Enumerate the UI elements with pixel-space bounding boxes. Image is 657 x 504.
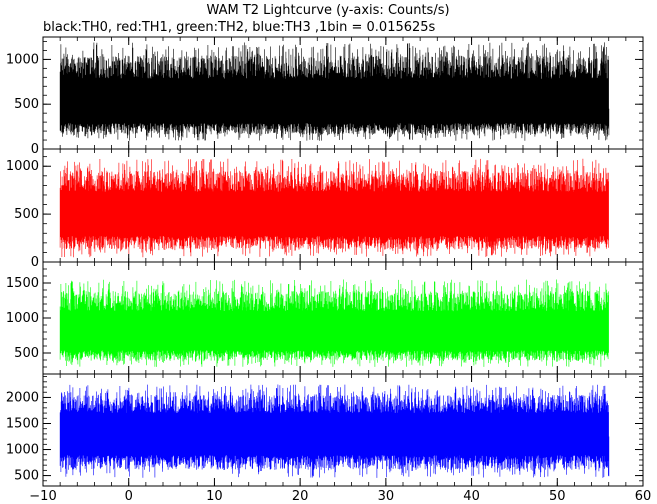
y-tick-label: 500: [14, 469, 39, 484]
lightcurve-th1: [59, 158, 609, 258]
y-tick-label: 0: [31, 255, 39, 270]
y-tick-label: 1000: [6, 311, 39, 326]
panel-th0: 0 500 1000: [6, 36, 644, 157]
x-tick-label: −10: [29, 489, 56, 504]
x-axis: −10 0 10 20 30 40 50 60: [29, 489, 651, 504]
y-tick-label: 1500: [6, 276, 39, 291]
lightcurve-th0: [59, 42, 610, 141]
x-tick-label: 30: [378, 489, 395, 504]
panel-th3: 500 1000 1500 2000: [6, 373, 644, 487]
x-tick-label: 20: [292, 489, 309, 504]
panel-th1: 0 500 1000: [6, 148, 644, 270]
panel-th2: 500 1000 1500: [6, 261, 644, 375]
y-tick-label: 1000: [6, 443, 39, 458]
chart-subtitle: black:TH0, red:TH1, green:TH2, blue:TH3 …: [43, 20, 436, 35]
x-tick-label: 40: [463, 489, 480, 504]
x-tick-label: 60: [635, 489, 652, 504]
x-tick-label: 10: [206, 489, 223, 504]
y-tick-label: 0: [31, 142, 39, 157]
y-tick-label: 1500: [6, 416, 39, 431]
x-tick-label: 0: [125, 489, 133, 504]
y-tick-label: 500: [14, 207, 39, 222]
y-tick-label: 500: [14, 97, 39, 112]
y-tick-label: 1000: [6, 52, 39, 67]
y-tick-label: 2000: [6, 390, 39, 405]
y-tick-label: 500: [14, 346, 39, 361]
y-tick-label: 1000: [6, 159, 39, 174]
panels-group: 0 500 1000 0 500 1000 500 1000 1500 500 1000 1500 20…: [6, 36, 644, 487]
lightcurve-th3: [59, 384, 610, 478]
lightcurve-th2: [59, 279, 609, 367]
chart-title: WAM T2 Lightcurve (y-axis: Counts/s): [206, 3, 449, 18]
x-tick-label: 50: [549, 489, 566, 504]
panel-frame: [42, 373, 644, 487]
